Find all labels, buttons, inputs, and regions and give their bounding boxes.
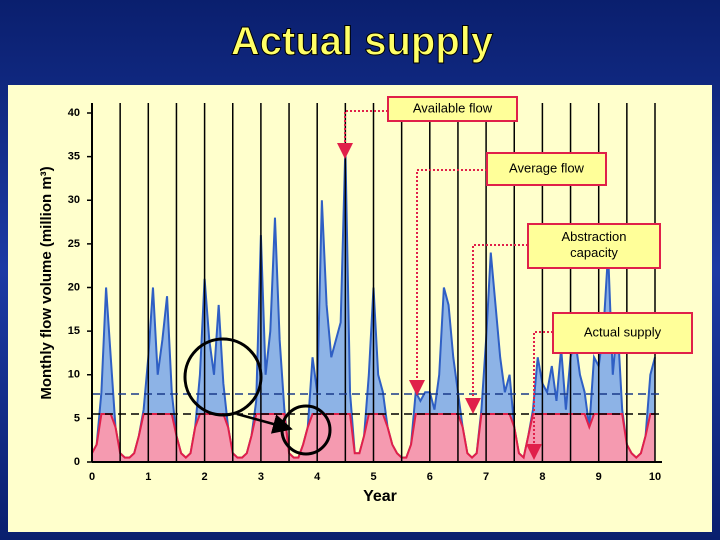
x-tick-label: 9 — [596, 471, 602, 483]
annotation-connector — [337, 110, 388, 159]
chart-title: Actual supply — [231, 20, 494, 64]
annotation-label: Abstraction capacity — [561, 229, 626, 260]
annotation-box — [387, 96, 518, 122]
x-tick-label: 5 — [370, 471, 376, 483]
highlight-circle — [183, 337, 263, 417]
y-tick-label: 25 — [68, 238, 80, 250]
annotation-label: Available flow — [413, 100, 493, 115]
annotation-label: Actual supply — [584, 324, 662, 339]
y-tick-label: 30 — [68, 194, 80, 206]
annotation-box — [527, 223, 661, 269]
x-tick-label: 8 — [539, 471, 545, 483]
annotation-connector — [526, 331, 553, 460]
x-tick-label: 1 — [145, 471, 151, 483]
overlay — [183, 337, 332, 456]
x-tick-label: 4 — [314, 471, 321, 483]
y-tick-label: 10 — [68, 369, 80, 381]
x-tick-label: 0 — [89, 471, 95, 483]
x-tick-label: 6 — [427, 471, 433, 483]
y-tick-label: 20 — [68, 281, 80, 293]
x-tick-label: 3 — [258, 471, 264, 483]
x-tick-label: 7 — [483, 471, 489, 483]
annotation-connector — [409, 169, 487, 396]
y-tick-label: 0 — [74, 456, 80, 468]
x-axis-label: Year — [363, 488, 397, 505]
annotation-box — [486, 152, 607, 186]
x-tick-label: 10 — [649, 471, 661, 483]
plot: 0 5 10 15 20 25 30 35 40 0 1 2 3 4 5 6 7 8 9 10 Available fl… — [68, 96, 693, 483]
y-tick-label: 35 — [68, 151, 80, 163]
y-tick-label: 15 — [68, 325, 80, 337]
y-tick-label: 5 — [74, 412, 80, 424]
y-axis-label: Monthly flow volume (million m³) — [38, 166, 55, 399]
x-tick-label: 2 — [202, 471, 208, 483]
arrow — [236, 412, 293, 434]
annotation-box — [552, 312, 693, 354]
y-tick-label: 40 — [68, 107, 80, 119]
annotation-connector — [465, 244, 528, 414]
annotation-label: Average flow — [509, 160, 585, 175]
